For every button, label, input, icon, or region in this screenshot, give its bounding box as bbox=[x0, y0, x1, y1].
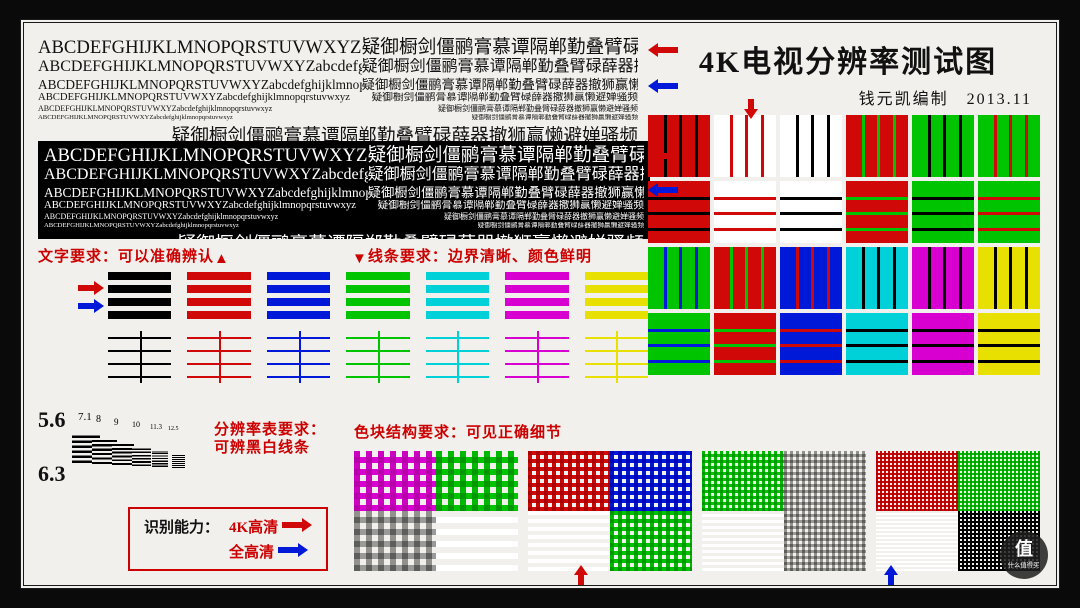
page-title: 4K电视分辨率测试图 bbox=[658, 37, 1038, 81]
swatch bbox=[978, 313, 1040, 375]
swatch bbox=[846, 247, 908, 309]
label-line-req: ▼线条要求：边界清晰、颜色鲜明 bbox=[352, 245, 592, 268]
swatch bbox=[846, 181, 908, 243]
line-cell bbox=[585, 331, 648, 383]
line-cell bbox=[187, 269, 250, 321]
text-sample-black: ABCDEFGHIJKLMNOPQRSTUVWXYZabcdefghijklmn… bbox=[38, 141, 650, 239]
swatch bbox=[714, 313, 776, 375]
arrow-right-red-icon bbox=[282, 520, 312, 536]
arrow-down-red-icon bbox=[744, 99, 758, 119]
test-chart-card: 4K电视分辨率测试图 钱元凯编制 2013.11 ABCDEFGHIJKLMNO… bbox=[20, 19, 1060, 589]
arrow-right-red-icon bbox=[78, 281, 104, 295]
label-res-req: 分辨率表要求：可辨黑白线条 bbox=[214, 421, 326, 457]
watermark-badge: 值 什么值得买 bbox=[1000, 531, 1048, 579]
legend-4k: 4K高清 bbox=[229, 520, 278, 536]
page-subtitle: 钱元凯编制 2013.11 bbox=[658, 85, 1038, 109]
label-block-req: 色块结构要求：可见正确细节 bbox=[354, 421, 562, 442]
arrow-right-blue-icon bbox=[278, 545, 308, 561]
arrow-left-blue-icon bbox=[648, 79, 678, 93]
swatch bbox=[780, 181, 842, 243]
author: 钱元凯编制 bbox=[859, 91, 949, 108]
line-cell bbox=[267, 269, 330, 321]
triangle-down-icon: ▼ bbox=[352, 251, 368, 268]
line-test-section bbox=[108, 269, 648, 393]
swatch bbox=[648, 247, 710, 309]
triangle-up-icon: ▲ bbox=[214, 251, 230, 268]
line-cell bbox=[505, 269, 568, 321]
line-cell bbox=[346, 331, 409, 383]
swatch bbox=[714, 181, 776, 243]
arrow-left-red-icon bbox=[648, 149, 678, 163]
resolution-chart: 5.66.37.1891011.312.5 bbox=[38, 407, 208, 487]
label-text-req: 文字要求：可以准确辨认▲ bbox=[38, 245, 230, 268]
color-swatch-grid bbox=[648, 115, 1040, 375]
swatch bbox=[714, 115, 776, 177]
line-cell bbox=[267, 331, 330, 383]
swatch bbox=[912, 181, 974, 243]
swatch bbox=[912, 313, 974, 375]
pattern-group bbox=[702, 451, 866, 571]
pattern-group bbox=[528, 451, 692, 571]
swatch bbox=[846, 115, 908, 177]
line-cell bbox=[426, 331, 489, 383]
swatch bbox=[648, 313, 710, 375]
line-cell bbox=[585, 269, 648, 321]
swatch bbox=[780, 115, 842, 177]
line-cell bbox=[426, 269, 489, 321]
swatch bbox=[780, 247, 842, 309]
line-cell bbox=[187, 331, 250, 383]
pattern-section bbox=[354, 451, 1040, 571]
arrow-up-red-icon bbox=[574, 565, 588, 585]
legend-box: 识别能力： 4K高清 全高清 bbox=[128, 507, 328, 571]
swatch bbox=[978, 181, 1040, 243]
arrow-left-red-icon bbox=[648, 43, 678, 57]
arrow-up-blue-icon bbox=[884, 565, 898, 585]
pattern-group bbox=[354, 451, 518, 571]
swatch bbox=[714, 247, 776, 309]
swatch bbox=[978, 247, 1040, 309]
arrow-right-blue-icon bbox=[78, 299, 104, 313]
swatch bbox=[780, 313, 842, 375]
swatch bbox=[846, 313, 908, 375]
line-cell bbox=[108, 269, 171, 321]
line-cell bbox=[346, 269, 409, 321]
legend-title: 识别能力： bbox=[140, 515, 223, 538]
legend-fhd: 全高清 bbox=[229, 545, 274, 561]
swatch bbox=[978, 115, 1040, 177]
arrow-left-blue-icon bbox=[648, 183, 678, 197]
title-area: 4K电视分辨率测试图 钱元凯编制 2013.11 bbox=[658, 37, 1038, 109]
text-sample-white: ABCDEFGHIJKLMNOPQRSTUVWXYZabcdefghijklmn… bbox=[38, 37, 638, 148]
swatch bbox=[912, 247, 974, 309]
swatch bbox=[912, 115, 974, 177]
swatch bbox=[648, 115, 710, 177]
line-cell bbox=[505, 331, 568, 383]
line-cell bbox=[108, 331, 171, 383]
date: 2013.11 bbox=[967, 91, 1032, 108]
